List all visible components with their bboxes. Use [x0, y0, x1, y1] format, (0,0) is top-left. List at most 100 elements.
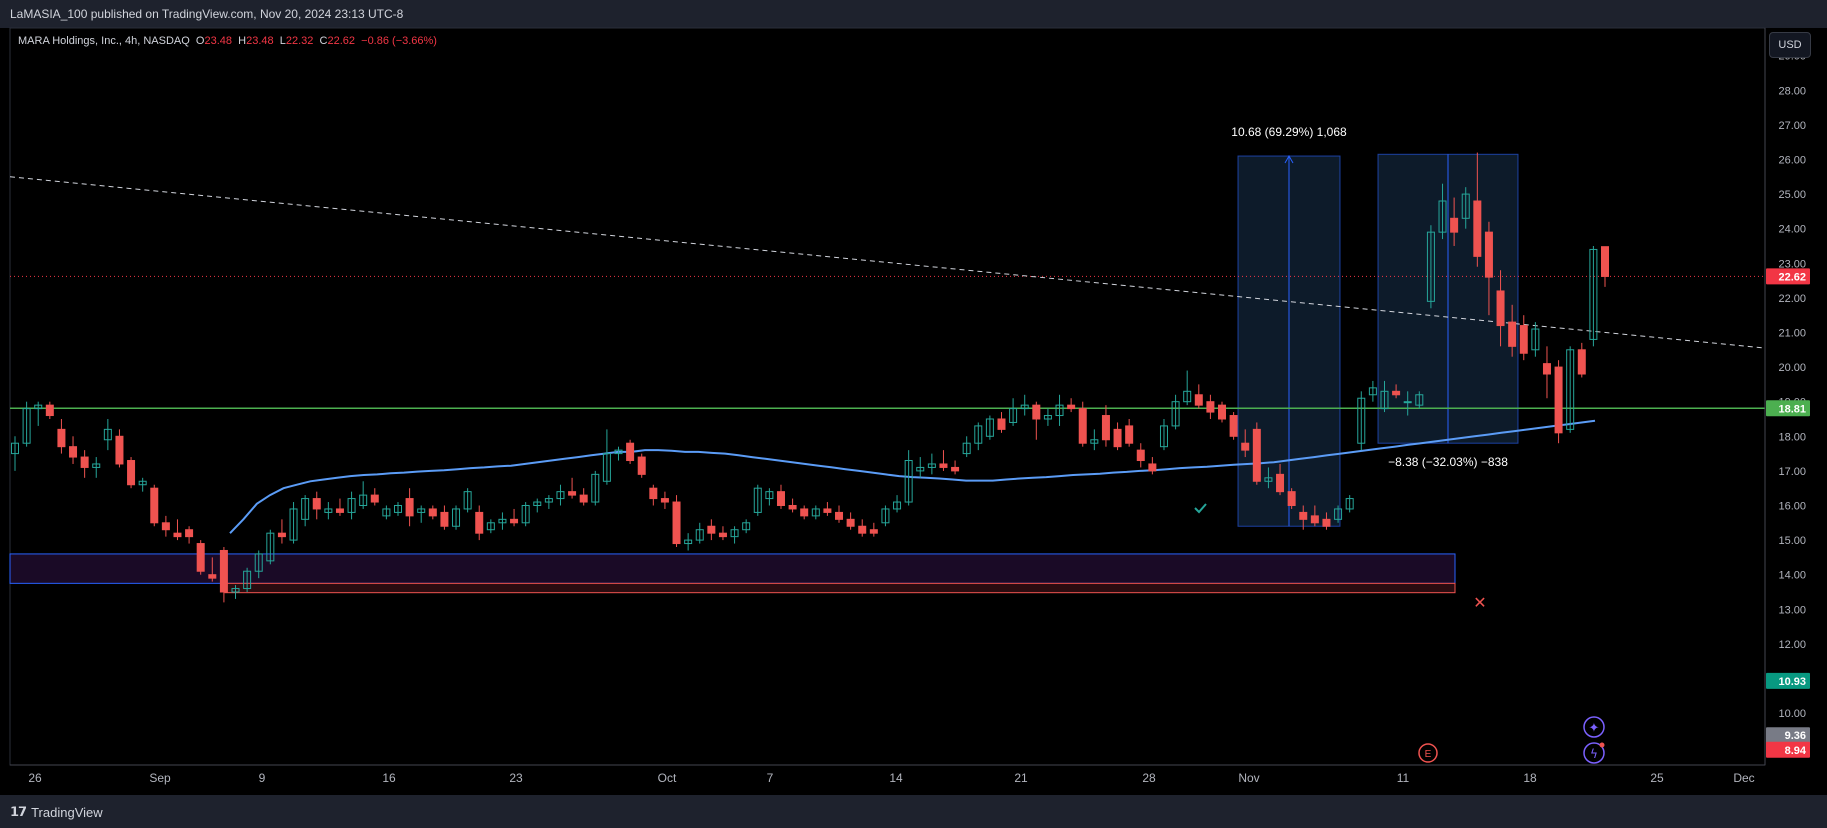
candle-body: [962, 442, 971, 455]
candle-body: [393, 504, 402, 513]
candle-body: [556, 491, 565, 500]
candle-body: [1589, 248, 1598, 340]
candle-body: [1055, 404, 1064, 417]
publish-header: LaMASIA_100 published on TradingView.com…: [0, 0, 1827, 28]
price-label-bg: [1766, 672, 1810, 689]
price-label-text: 10.93: [1778, 676, 1806, 688]
time-tick-label: 26: [28, 771, 42, 785]
candle-body: [997, 418, 1006, 430]
price-chart[interactable]: 10.68 (69.29%) 1,068 −8.38 (−32.03%) −838…: [0, 0, 1827, 795]
candle-body: [1078, 408, 1087, 444]
candle-body: [312, 498, 321, 510]
price-tick-label: 17.00: [1778, 466, 1806, 478]
candle-body: [579, 494, 588, 503]
candle-body: [335, 508, 344, 513]
candle-body: [916, 466, 925, 472]
time-tick-label: Oct: [658, 771, 677, 785]
candle-body: [34, 404, 43, 410]
time-axis: 26 Sep 9 16 23 Oct 7 14 21 28 Nov 11 18 25 Dec: [10, 764, 1765, 785]
candle-body: [835, 511, 844, 520]
candle-body: [196, 543, 205, 572]
candle-body: [985, 418, 994, 437]
candle-body: [1287, 491, 1296, 506]
candle-body: [776, 491, 785, 506]
candle-body: [254, 553, 263, 572]
candle-body: [138, 480, 147, 486]
symbol-legend: MARA Holdings, Inc., 4h, NASDAQ O23.48 H…: [18, 35, 437, 47]
change-value: −0.86 (−3.66%): [361, 35, 437, 47]
candle-body: [277, 532, 286, 538]
tradingview-logo[interactable]: 𝟭𝟳 TradingView: [10, 804, 103, 820]
low-label: L: [279, 35, 286, 47]
price-tick-label: 14.00: [1778, 570, 1806, 582]
candle-body: [428, 508, 437, 517]
candle-body: [591, 473, 600, 503]
candle-body: [904, 460, 913, 503]
candle-body: [927, 463, 936, 468]
candle-body: [951, 466, 960, 472]
candle-body: [92, 463, 101, 468]
currency-button[interactable]: USD: [1769, 32, 1811, 58]
candle-body: [1113, 428, 1122, 448]
time-tick-label: 21: [1014, 771, 1028, 785]
candle-body: [1496, 290, 1505, 327]
candle-body: [742, 522, 751, 531]
measure-down-label: −8.38 (−32.03%) −838: [1388, 455, 1508, 469]
price-tick-label: 25.00: [1778, 189, 1806, 201]
time-tick-label: 18: [1523, 771, 1537, 785]
candle-body: [80, 456, 89, 468]
candle-body: [1206, 401, 1215, 413]
price-tick-label: 20.00: [1778, 362, 1806, 374]
price-tick-label: 13.00: [1778, 604, 1806, 616]
candle-body: [405, 498, 414, 517]
time-tick-label: 23: [509, 771, 523, 785]
candle-body: [382, 508, 391, 517]
high-value: 23.48: [246, 35, 274, 47]
candle-body: [730, 529, 739, 538]
candle-body: [173, 532, 182, 538]
candle-body: [1357, 397, 1366, 444]
candle-body: [57, 428, 66, 448]
candle-body: [881, 508, 890, 524]
candle-body: [846, 518, 855, 527]
candle-body: [45, 404, 54, 417]
candle-body: [1171, 401, 1180, 427]
candle-body: [893, 501, 902, 510]
candle-body: [707, 525, 716, 534]
measure-up-label: 10.68 (69.29%) 1,068: [1231, 125, 1347, 139]
candle-body: [1473, 200, 1482, 257]
candle-body: [347, 498, 356, 513]
time-tick-label: Nov: [1238, 771, 1259, 785]
cross-icon: ✕: [1473, 593, 1486, 612]
price-tick-label: 28.00: [1778, 85, 1806, 97]
candle-body: [1264, 477, 1273, 482]
open-value: 23.48: [204, 35, 233, 47]
measure-up-arrowhead: [1284, 155, 1294, 164]
candle-body: [1577, 349, 1586, 375]
candle-body: [185, 529, 194, 538]
candle-body: [1090, 439, 1099, 444]
candle-body: [1554, 366, 1563, 434]
candle-body: [208, 574, 217, 579]
candle-body: [1403, 401, 1412, 404]
candle-body: [1101, 415, 1110, 441]
candle-body: [359, 494, 368, 506]
candles-layer: [11, 152, 1609, 603]
time-tick-label: 9: [259, 771, 266, 785]
candle-body: [1125, 425, 1134, 444]
time-tick-label: 28: [1142, 771, 1156, 785]
candle-body: [1392, 390, 1401, 396]
footer-bar: 𝟭𝟳 TradingView: [0, 795, 1827, 828]
price-tick-label: 24.00: [1778, 224, 1806, 236]
time-tick-label: 16: [382, 771, 396, 785]
price-tick-label: 18.00: [1778, 431, 1806, 443]
candle-body: [1601, 246, 1609, 277]
candle-body: [1310, 515, 1319, 524]
candle-body: [1009, 408, 1018, 423]
candle-body: [858, 525, 867, 534]
flash-icon: [1583, 742, 1605, 764]
candle-body: [718, 532, 727, 538]
time-tick-label: 7: [767, 771, 774, 785]
candle-body: [22, 408, 31, 444]
candle-body: [765, 491, 774, 500]
